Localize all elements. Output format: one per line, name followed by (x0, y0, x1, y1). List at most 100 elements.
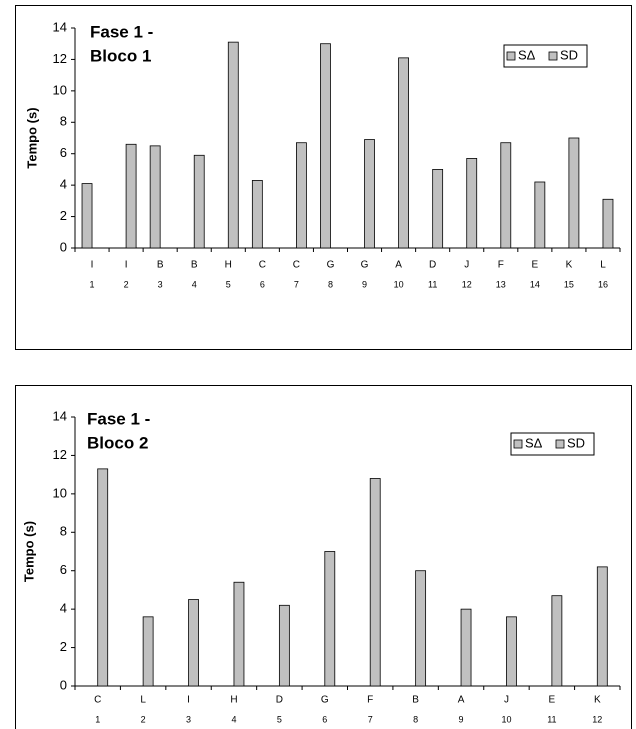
x-tick-label: G (361, 260, 369, 271)
x-tick-number: 15 (564, 279, 574, 289)
x-tick-number: 14 (530, 279, 540, 289)
bar (278, 604, 290, 687)
bar (551, 595, 563, 687)
x-tick-label: F (367, 695, 373, 706)
chart-title: Fase 1 - (90, 22, 153, 41)
x-tick-label: K (594, 695, 601, 706)
x-tick-label: B (157, 260, 164, 271)
bar (534, 181, 546, 249)
x-tick-number: 8 (413, 714, 418, 724)
x-tick-label: G (321, 695, 329, 706)
y-tick-label: 0 (60, 239, 67, 254)
bar (602, 198, 614, 249)
x-tick-number: 13 (496, 279, 506, 289)
y-tick-label: 14 (53, 408, 67, 423)
bar (320, 43, 331, 249)
legend-frame (510, 432, 595, 456)
x-tick-label: A (458, 695, 465, 706)
y-axis-label: Tempo (s) (21, 521, 36, 582)
x-tick-label: D (276, 695, 283, 706)
x-tick-label: J (504, 695, 509, 706)
legend-label: SD (560, 47, 578, 62)
x-tick-number: 1 (95, 714, 100, 724)
bar (369, 478, 381, 687)
x-tick-label: E (549, 695, 556, 706)
bar (398, 57, 409, 249)
y-tick-label: 8 (60, 114, 67, 129)
legend-label: SΔ (525, 435, 543, 450)
x-tick-number: 4 (231, 714, 236, 724)
legend-swatch (513, 439, 523, 449)
x-tick-number: 5 (226, 279, 231, 289)
x-tick-label: F (498, 260, 504, 271)
x-tick-label: C (259, 260, 266, 271)
x-tick-label: I (187, 695, 190, 706)
x-tick-label: I (91, 260, 94, 271)
x-tick-number: 3 (186, 714, 191, 724)
x-tick-number: 2 (124, 279, 129, 289)
y-tick-label: 2 (60, 208, 67, 223)
bar (193, 154, 205, 249)
bar (296, 142, 307, 249)
x-tick-label: I (125, 260, 128, 271)
bar (506, 616, 517, 687)
x-tick-number: 7 (368, 714, 373, 724)
legend-swatch (548, 51, 558, 61)
y-tick-label: 6 (60, 562, 67, 577)
bar (432, 169, 444, 249)
x-tick-label: G (327, 260, 335, 271)
y-tick-label: 4 (60, 177, 67, 192)
y-axis-label: Tempo (s) (24, 107, 39, 168)
x-tick-number: 16 (598, 279, 608, 289)
bar (97, 468, 109, 687)
x-tick-number: 1 (90, 279, 95, 289)
bar (81, 183, 93, 249)
x-tick-number: 11 (428, 279, 437, 289)
bar (251, 180, 263, 249)
x-tick-number: 9 (362, 279, 367, 289)
x-tick-label: A (395, 260, 402, 271)
y-tick-label: 12 (53, 51, 67, 66)
x-tick-number: 2 (141, 714, 146, 724)
x-tick-number: 12 (592, 714, 602, 724)
x-tick-label: B (191, 260, 198, 271)
chart-title: Bloco 2 (87, 433, 148, 452)
x-tick-label: K (566, 260, 573, 271)
x-tick-number: 3 (158, 279, 163, 289)
x-tick-number: 11 (547, 714, 556, 724)
x-tick-label: C (293, 260, 300, 271)
chart-title: Fase 1 - (87, 409, 150, 428)
y-tick-label: 0 (60, 677, 67, 692)
y-tick-label: 2 (60, 639, 67, 654)
x-tick-label: L (600, 260, 606, 271)
x-tick-number: 10 (501, 714, 511, 724)
bar (364, 139, 375, 249)
bar (227, 41, 239, 249)
x-tick-label: H (225, 260, 232, 271)
chart-title: Bloco 1 (90, 46, 151, 65)
bar (466, 158, 478, 249)
bar (460, 608, 472, 687)
x-tick-label: E (532, 260, 539, 271)
x-tick-label: C (94, 695, 101, 706)
x-tick-number: 5 (277, 714, 282, 724)
bar (142, 616, 154, 687)
bar (415, 570, 427, 687)
y-tick-label: 10 (53, 485, 67, 500)
x-tick-number: 12 (462, 279, 472, 289)
y-tick-label: 12 (53, 447, 67, 462)
y-tick-label: 8 (60, 524, 67, 539)
bar (500, 142, 512, 249)
legend-label: SD (567, 435, 585, 450)
x-tick-number: 7 (294, 279, 299, 289)
legend-frame (503, 44, 588, 68)
x-tick-label: D (429, 260, 436, 271)
bar (596, 566, 608, 687)
y-tick-label: 6 (60, 145, 67, 160)
bar (188, 599, 199, 687)
x-tick-number: 8 (328, 279, 333, 289)
x-tick-number: 6 (322, 714, 327, 724)
bar (568, 137, 580, 249)
legend-swatch (506, 51, 516, 61)
